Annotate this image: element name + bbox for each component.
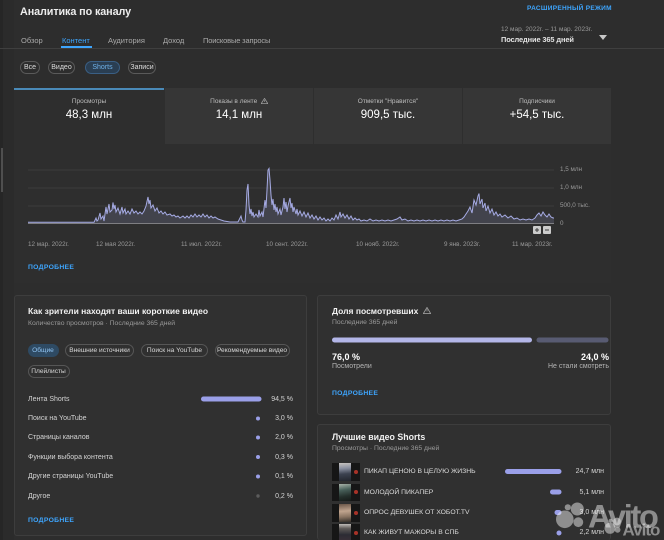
svg-text:Avito: Avito (623, 521, 660, 540)
svg-text:Avito: Avito (588, 499, 658, 535)
